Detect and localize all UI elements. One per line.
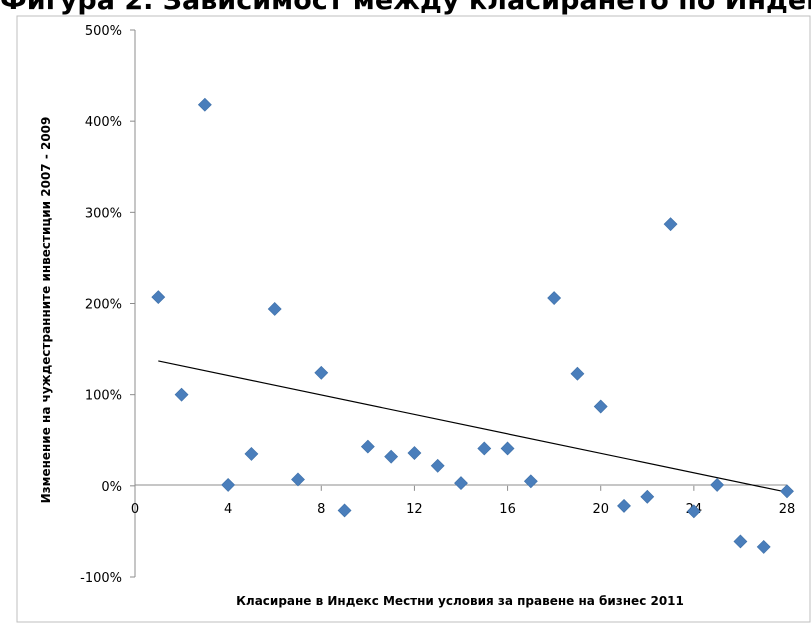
data-point-marker <box>500 441 515 456</box>
data-point-marker <box>244 447 259 461</box>
data-point-marker <box>570 366 585 381</box>
data-point-marker <box>547 291 562 305</box>
data-point-marker <box>780 484 794 499</box>
data-point-marker <box>686 504 701 519</box>
data-point-marker <box>477 441 492 456</box>
x-tick-label: 12 <box>406 502 423 517</box>
data-point-marker <box>733 534 748 549</box>
data-point-marker <box>267 302 282 316</box>
data-point-marker <box>337 503 352 518</box>
data-point-marker <box>710 477 725 492</box>
data-point-marker <box>291 472 305 487</box>
data-point-marker <box>640 489 655 504</box>
x-axis-title: Класиране в Индекс Местни условия за пра… <box>236 594 684 608</box>
x-tick-label: 28 <box>779 502 796 517</box>
data-point-marker <box>523 474 538 489</box>
data-point-marker <box>407 446 422 460</box>
data-point-marker <box>430 458 445 473</box>
x-tick-label: 4 <box>224 502 232 517</box>
y-axis-ticks: 500% 400% 300% 200% 100% 0% -100% <box>80 24 135 586</box>
cut-off-title: Фигура 2. Зависимост между класирането п… <box>0 0 811 16</box>
chart-border <box>16 15 811 623</box>
data-point-marker <box>384 449 399 464</box>
y-tick-label: 400% <box>85 115 122 130</box>
data-point-marker <box>197 97 212 112</box>
y-tick-label: 200% <box>85 298 122 313</box>
data-point-marker <box>221 477 236 492</box>
trendline-layer <box>158 360 788 493</box>
x-tick-label: 20 <box>592 502 609 517</box>
data-point-marker <box>174 387 189 402</box>
x-tick-label: 0 <box>131 502 139 517</box>
y-tick-label: 100% <box>85 389 122 404</box>
trendline <box>158 360 788 493</box>
data-point-marker <box>593 399 608 414</box>
data-point-marker <box>454 476 468 491</box>
x-tick-label: 8 <box>317 502 325 517</box>
data-point-marker <box>314 365 329 380</box>
y-axis-title: Изменение на чуждестранните инвестиции 2… <box>39 117 53 504</box>
y-tick-label: -100% <box>80 571 122 586</box>
y-tick-label: 500% <box>85 24 122 39</box>
data-points <box>151 97 794 554</box>
data-point-marker <box>756 539 771 554</box>
data-point-marker <box>663 217 678 232</box>
data-point-marker <box>617 498 631 513</box>
data-point-marker <box>360 439 375 454</box>
y-tick-label: 0% <box>101 480 122 495</box>
x-tick-label: 16 <box>499 502 516 517</box>
y-tick-label: 300% <box>85 206 122 221</box>
data-point-marker <box>151 290 166 305</box>
